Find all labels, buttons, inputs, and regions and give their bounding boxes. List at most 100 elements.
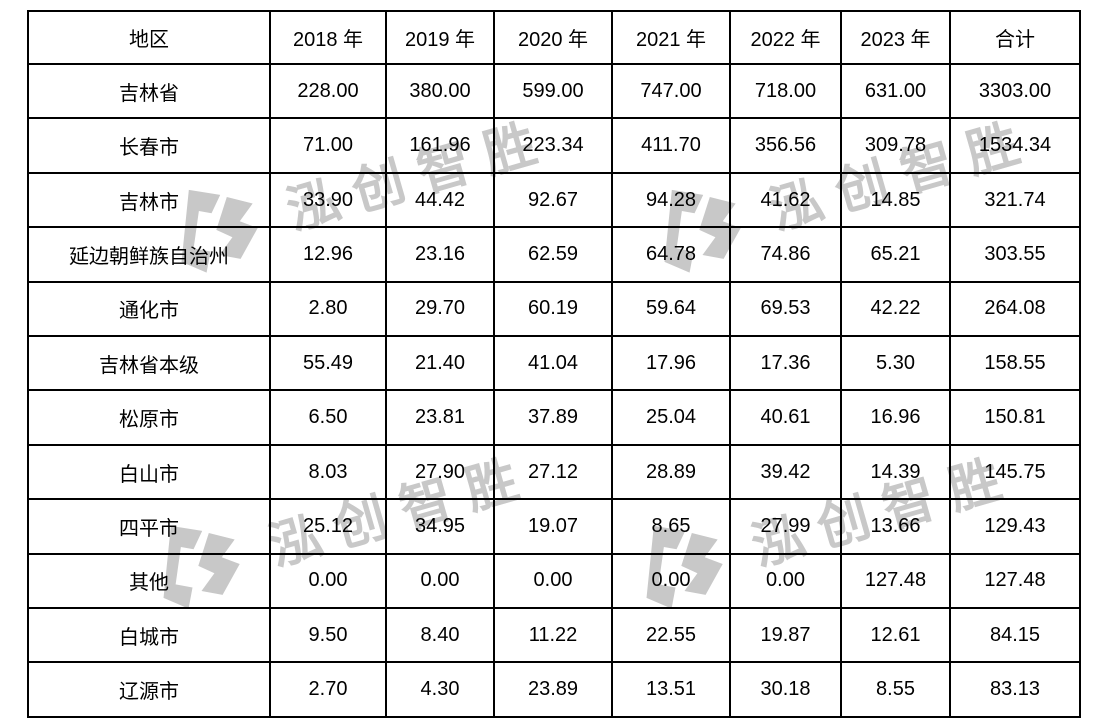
value-cell: 303.55 xyxy=(949,226,1081,283)
value-cell: 55.49 xyxy=(269,335,387,392)
value-cell: 27.90 xyxy=(385,443,495,501)
value-cell: 0.00 xyxy=(493,552,613,610)
value-cell: 0.00 xyxy=(729,552,842,610)
column-header: 2022 年 xyxy=(729,10,842,65)
region-cell: 松原市 xyxy=(27,389,271,446)
table-row: 吉林市 33.90 44.42 92.67 94.28 41.62 14.85 321.74 xyxy=(27,171,1081,229)
table-row: 松原市 6.50 23.81 37.89 25.04 40.61 16.96 150.81 xyxy=(27,389,1081,446)
value-cell: 64.78 xyxy=(611,226,731,283)
value-cell: 92.67 xyxy=(493,171,613,229)
value-cell: 264.08 xyxy=(949,280,1081,338)
value-cell: 161.96 xyxy=(385,117,495,174)
column-header: 2023 年 xyxy=(840,10,951,65)
table-row: 通化市 2.80 29.70 60.19 59.64 69.53 42.22 264.08 xyxy=(27,280,1081,338)
value-cell: 83.13 xyxy=(949,661,1081,718)
value-cell: 631.00 xyxy=(840,62,951,120)
region-cell: 通化市 xyxy=(27,280,271,338)
value-cell: 28.89 xyxy=(611,443,731,501)
value-cell: 27.99 xyxy=(729,498,842,555)
table-row: 辽源市 2.70 4.30 23.89 13.51 30.18 8.55 83.13 xyxy=(27,661,1081,718)
value-cell: 718.00 xyxy=(729,62,842,120)
value-cell: 41.62 xyxy=(729,171,842,229)
region-column-header: 地区 xyxy=(27,10,271,65)
value-cell: 2.70 xyxy=(269,661,387,718)
value-cell: 74.86 xyxy=(729,226,842,283)
region-cell: 吉林省 xyxy=(27,62,271,120)
value-cell: 380.00 xyxy=(385,62,495,120)
column-header: 2018 年 xyxy=(269,10,387,65)
table-row: 四平市 25.12 34.95 19.07 8.65 27.99 13.66 129.43 xyxy=(27,498,1081,555)
value-cell: 12.96 xyxy=(269,226,387,283)
value-cell: 40.61 xyxy=(729,389,842,446)
value-cell: 33.90 xyxy=(269,171,387,229)
table-row: 吉林省本级 55.49 21.40 41.04 17.96 17.36 5.30 158.55 xyxy=(27,335,1081,392)
value-cell: 19.07 xyxy=(493,498,613,555)
value-cell: 23.89 xyxy=(493,661,613,718)
value-cell: 127.48 xyxy=(949,552,1081,610)
value-cell: 145.75 xyxy=(949,443,1081,501)
value-cell: 19.87 xyxy=(729,607,842,664)
region-cell: 四平市 xyxy=(27,498,271,555)
column-header: 2021 年 xyxy=(611,10,731,65)
value-cell: 0.00 xyxy=(269,552,387,610)
value-cell: 127.48 xyxy=(840,552,951,610)
value-cell: 223.34 xyxy=(493,117,613,174)
table-row: 吉林省 228.00 380.00 599.00 747.00 718.00 631.00 3… xyxy=(27,62,1081,120)
value-cell: 158.55 xyxy=(949,335,1081,392)
region-cell: 长春市 xyxy=(27,117,271,174)
value-cell: 0.00 xyxy=(385,552,495,610)
value-cell: 6.50 xyxy=(269,389,387,446)
value-cell: 84.15 xyxy=(949,607,1081,664)
value-cell: 8.65 xyxy=(611,498,731,555)
value-cell: 8.03 xyxy=(269,443,387,501)
value-cell: 23.81 xyxy=(385,389,495,446)
value-cell: 4.30 xyxy=(385,661,495,718)
table-row: 长春市 71.00 161.96 223.34 411.70 356.56 309.78 15… xyxy=(27,117,1081,174)
value-cell: 411.70 xyxy=(611,117,731,174)
value-cell: 16.96 xyxy=(840,389,951,446)
region-cell: 延边朝鲜族自治州 xyxy=(27,226,271,283)
region-cell: 辽源市 xyxy=(27,661,271,718)
value-cell: 150.81 xyxy=(949,389,1081,446)
value-cell: 30.18 xyxy=(729,661,842,718)
value-cell: 42.22 xyxy=(840,280,951,338)
value-cell: 22.55 xyxy=(611,607,731,664)
value-cell: 321.74 xyxy=(949,171,1081,229)
value-cell: 14.85 xyxy=(840,171,951,229)
region-cell: 吉林省本级 xyxy=(27,335,271,392)
value-cell: 599.00 xyxy=(493,62,613,120)
table-row: 其他 0.00 0.00 0.00 0.00 0.00 127.48 127.48 xyxy=(27,552,1081,610)
value-cell: 44.42 xyxy=(385,171,495,229)
column-header: 2019 年 xyxy=(385,10,495,65)
value-cell: 12.61 xyxy=(840,607,951,664)
value-cell: 14.39 xyxy=(840,443,951,501)
value-cell: 3303.00 xyxy=(949,62,1081,120)
value-cell: 25.12 xyxy=(269,498,387,555)
region-cell: 白山市 xyxy=(27,443,271,501)
value-cell: 2.80 xyxy=(269,280,387,338)
value-cell: 5.30 xyxy=(840,335,951,392)
value-cell: 41.04 xyxy=(493,335,613,392)
header-row: 地区 2018 年 2019 年 2020 年 2021 年 2022 年 2023 年合计 xyxy=(27,10,1081,65)
region-cell: 吉林市 xyxy=(27,171,271,229)
value-cell: 69.53 xyxy=(729,280,842,338)
value-cell: 37.89 xyxy=(493,389,613,446)
value-cell: 25.04 xyxy=(611,389,731,446)
value-cell: 1534.34 xyxy=(949,117,1081,174)
value-cell: 8.55 xyxy=(840,661,951,718)
value-cell: 0.00 xyxy=(611,552,731,610)
value-cell: 21.40 xyxy=(385,335,495,392)
value-cell: 59.64 xyxy=(611,280,731,338)
region-cell: 白城市 xyxy=(27,607,271,664)
column-header: 合计 xyxy=(949,10,1081,65)
value-cell: 9.50 xyxy=(269,607,387,664)
region-year-data-table: 地区 2018 年 2019 年 2020 年 2021 年 2022 年 2023 年合计… xyxy=(27,10,1081,718)
value-cell: 13.51 xyxy=(611,661,731,718)
value-cell: 8.40 xyxy=(385,607,495,664)
value-cell: 13.66 xyxy=(840,498,951,555)
value-cell: 23.16 xyxy=(385,226,495,283)
value-cell: 60.19 xyxy=(493,280,613,338)
table-row: 延边朝鲜族自治州 12.96 23.16 62.59 64.78 74.86 65.21 30… xyxy=(27,226,1081,283)
value-cell: 17.96 xyxy=(611,335,731,392)
